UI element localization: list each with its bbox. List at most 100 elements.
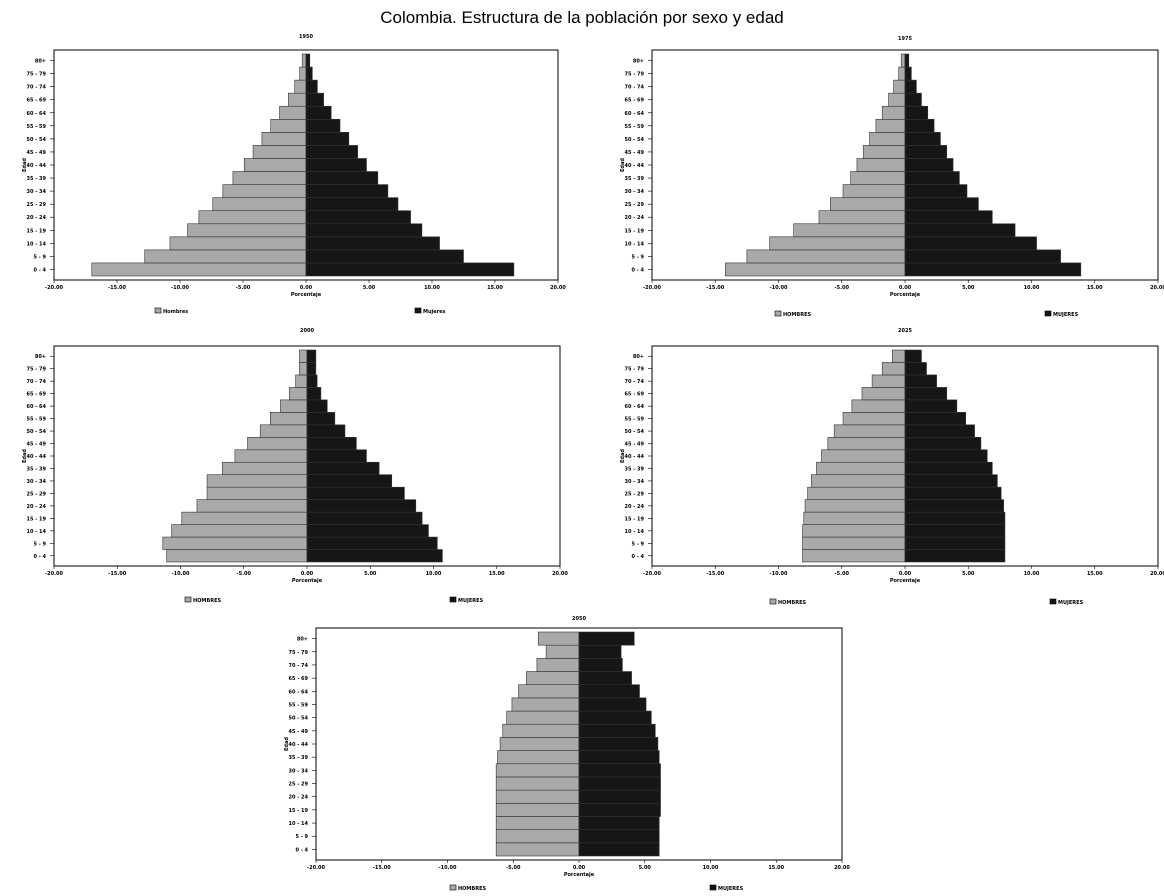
bar-hombres-11 xyxy=(270,118,307,133)
y-tick-label: 20 - 24 xyxy=(27,215,47,221)
x-tick-label: 0.00 xyxy=(899,285,912,291)
bar-mujeres-16 xyxy=(306,349,317,363)
bar-mujeres-10 xyxy=(306,424,346,438)
bar-mujeres-5 xyxy=(306,486,405,500)
bar-mujeres-6 xyxy=(904,474,998,488)
bar-hombres-5 xyxy=(212,197,307,212)
bar-hombres-10 xyxy=(506,710,580,725)
bar-hombres-6 xyxy=(222,184,307,198)
bar-mujeres-8 xyxy=(904,158,954,172)
bar-mujeres-5 xyxy=(578,776,661,791)
x-tick-label: 20.00 xyxy=(550,285,566,291)
bar-mujeres-10 xyxy=(904,132,941,146)
bar-mujeres-6 xyxy=(904,184,968,198)
bar-mujeres-3 xyxy=(305,223,423,238)
bar-mujeres-3 xyxy=(904,223,1016,238)
y-tick-label: 35 - 39 xyxy=(27,176,47,182)
y-tick-label: 10 - 14 xyxy=(27,529,47,535)
bar-mujeres-7 xyxy=(904,171,960,185)
y-tick-label: 75 - 79 xyxy=(625,72,645,78)
y-tick-label: 15 - 19 xyxy=(27,228,47,234)
y-tick-label: 65 - 69 xyxy=(27,392,47,398)
y-tick-label: 75 - 79 xyxy=(27,72,47,78)
bar-hombres-2 xyxy=(769,236,906,251)
bar-mujeres-2 xyxy=(578,816,660,830)
y-tick-label: 5 - 9 xyxy=(33,254,46,260)
x-tick-label: -20.00 xyxy=(45,571,63,577)
legend-label-1: MUJERES xyxy=(1053,312,1079,318)
y-tick-label: 80+ xyxy=(35,59,46,65)
x-tick-label: 0.00 xyxy=(573,865,586,871)
y-tick-label: 50 - 54 xyxy=(27,137,47,143)
bar-mujeres-11 xyxy=(904,118,935,133)
bar-mujeres-1 xyxy=(904,249,1061,264)
bar-hombres-3 xyxy=(793,223,906,238)
bar-hombres-8 xyxy=(499,737,580,751)
x-tick-label: -15.00 xyxy=(373,865,391,871)
y-tick-label: 0 - 4 xyxy=(295,847,308,853)
y-axis-label: Edad xyxy=(22,449,28,463)
x-tick-label: 0.00 xyxy=(301,571,314,577)
y-tick-label: 40 - 44 xyxy=(625,454,645,460)
y-tick-label: 65 - 69 xyxy=(27,98,47,104)
bar-hombres-3 xyxy=(495,802,580,817)
bar-hombres-3 xyxy=(803,511,906,525)
x-tick-label: 20.00 xyxy=(552,571,568,577)
bar-hombres-6 xyxy=(206,474,308,488)
bar-mujeres-2 xyxy=(904,236,1037,251)
bar-hombres-7 xyxy=(497,750,580,765)
bar-hombres-9 xyxy=(827,436,906,451)
bar-mujeres-15 xyxy=(305,66,313,81)
x-tick-label: 10.00 xyxy=(1024,571,1040,577)
x-tick-label: 15.00 xyxy=(487,285,503,291)
y-tick-label: 55 - 59 xyxy=(625,417,645,423)
bar-hombres-12 xyxy=(280,399,308,413)
legend-swatch-1 xyxy=(1049,598,1057,605)
bar-hombres-0 xyxy=(91,262,307,277)
bar-hombres-0 xyxy=(166,549,308,563)
y-tick-label: 25 - 29 xyxy=(625,491,645,497)
bar-mujeres-7 xyxy=(305,171,379,185)
bar-hombres-9 xyxy=(247,436,308,451)
y-tick-label: 80+ xyxy=(633,354,644,360)
y-tick-label: 5 - 9 xyxy=(631,541,644,547)
y-tick-label: 15 - 19 xyxy=(27,516,47,522)
bar-mujeres-4 xyxy=(578,789,661,804)
x-tick-label: 15.00 xyxy=(768,865,784,871)
legend-swatch-1 xyxy=(1044,310,1052,317)
bar-hombres-8 xyxy=(234,449,308,463)
y-tick-label: 20 - 24 xyxy=(289,795,309,801)
bar-mujeres-6 xyxy=(305,184,389,198)
y-tick-label: 25 - 29 xyxy=(625,202,645,208)
bar-hombres-2 xyxy=(171,524,308,538)
bar-mujeres-15 xyxy=(904,362,927,376)
y-tick-label: 35 - 39 xyxy=(625,176,645,182)
bar-hombres-4 xyxy=(196,499,308,513)
y-tick-label: 5 - 9 xyxy=(631,254,644,260)
bar-mujeres-13 xyxy=(904,92,922,107)
x-tick-label: 15.00 xyxy=(489,571,505,577)
bar-mujeres-16 xyxy=(578,631,635,646)
bar-mujeres-6 xyxy=(578,763,661,778)
bar-mujeres-4 xyxy=(305,210,411,225)
bar-mujeres-7 xyxy=(578,750,660,765)
bar-hombres-4 xyxy=(818,210,906,225)
x-tick-label: -20.00 xyxy=(307,865,325,871)
x-tick-label: 5.00 xyxy=(364,571,377,577)
y-tick-label: 65 - 69 xyxy=(625,98,645,104)
bar-hombres-10 xyxy=(869,132,906,146)
y-tick-label: 35 - 39 xyxy=(289,755,309,761)
y-tick-label: 60 - 64 xyxy=(289,689,309,695)
y-tick-label: 65 - 69 xyxy=(289,676,309,682)
bar-mujeres-14 xyxy=(305,79,318,94)
bar-mujeres-9 xyxy=(306,436,357,451)
bar-mujeres-1 xyxy=(904,536,1006,550)
y-tick-label: 80+ xyxy=(297,637,308,643)
bar-hombres-14 xyxy=(893,79,906,94)
x-tick-label: 10.00 xyxy=(424,285,440,291)
bar-hombres-4 xyxy=(804,499,906,513)
bar-hombres-3 xyxy=(187,223,307,238)
bar-mujeres-6 xyxy=(306,474,393,488)
y-tick-label: 50 - 54 xyxy=(625,429,645,435)
y-tick-label: 35 - 39 xyxy=(625,466,645,472)
